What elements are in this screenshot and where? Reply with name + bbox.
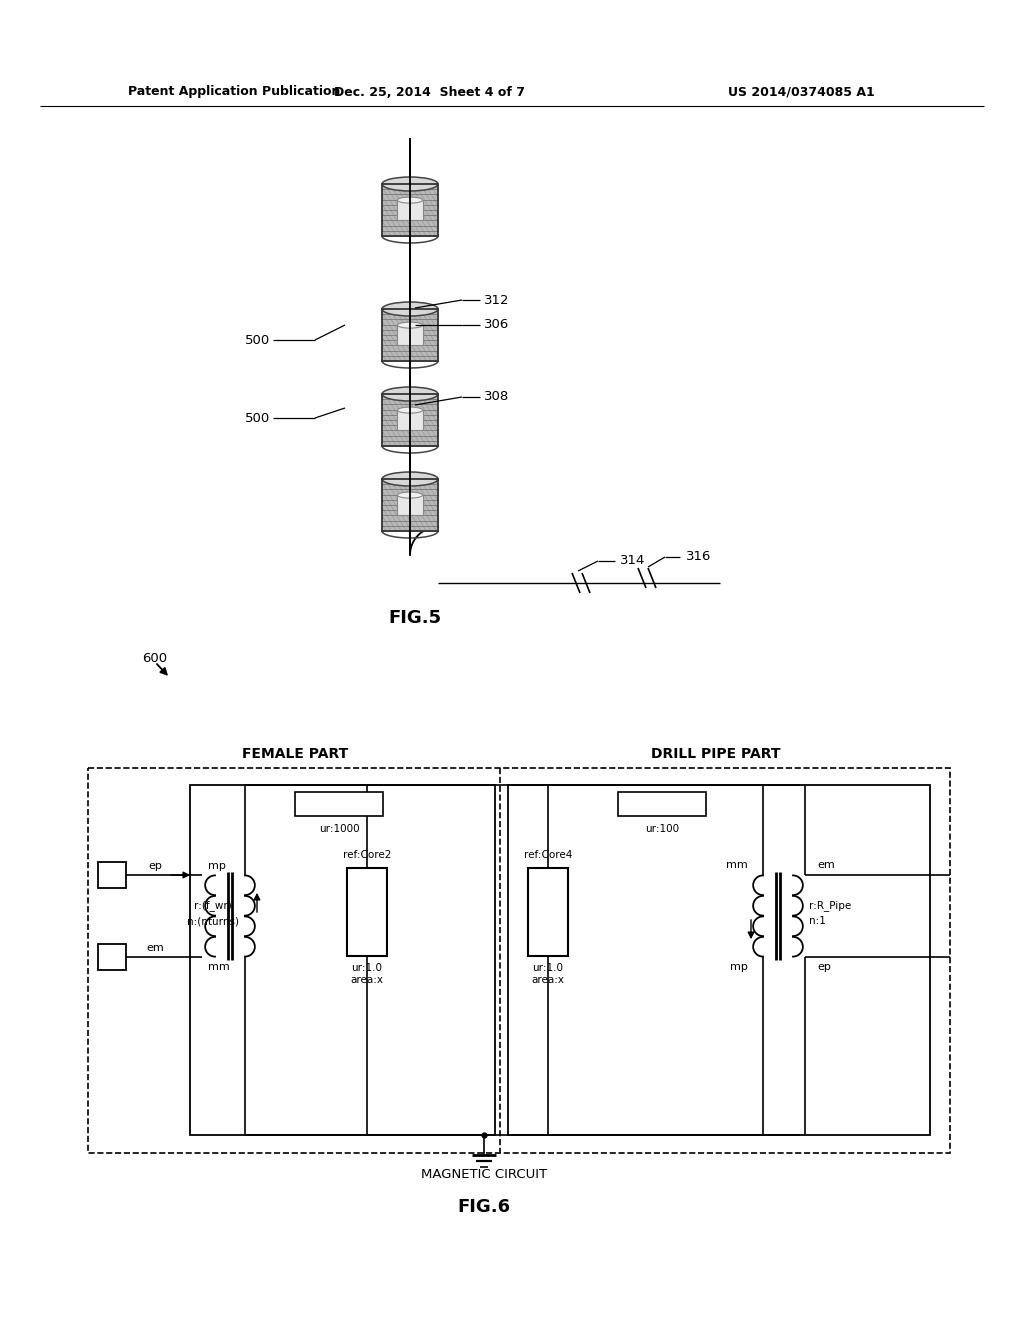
Text: mm: mm [726, 861, 748, 870]
Text: ref:Core5: ref:Core5 [638, 799, 686, 809]
Bar [397, 411, 423, 430]
Text: ref:Core1: ref:Core1 [314, 799, 364, 809]
Bar [98, 944, 126, 970]
Text: 306: 306 [484, 318, 509, 331]
Text: FIG.5: FIG.5 [388, 609, 441, 627]
Text: DRILL PIPE PART: DRILL PIPE PART [651, 747, 780, 762]
Text: ur:100: ur:100 [645, 824, 679, 834]
Text: FEMALE PART: FEMALE PART [242, 747, 348, 762]
Text: r:R_Pipe: r:R_Pipe [809, 900, 851, 911]
Text: ur:1000: ur:1000 [318, 824, 359, 834]
Text: 600: 600 [142, 652, 167, 664]
Text: 500: 500 [245, 334, 270, 346]
Bar [618, 792, 706, 816]
Text: mp: mp [730, 962, 748, 972]
Bar [397, 201, 423, 220]
Text: mp: mp [208, 861, 226, 871]
Bar [382, 393, 438, 446]
Bar [508, 785, 930, 1135]
Text: n:(nturns): n:(nturns) [187, 916, 239, 927]
Text: area:x: area:x [350, 975, 384, 985]
Ellipse shape [382, 473, 438, 486]
Bar [397, 495, 423, 515]
Text: f1: f1 [106, 869, 118, 882]
Bar [382, 393, 438, 446]
Bar [382, 309, 438, 360]
Bar [397, 325, 423, 345]
Text: 312: 312 [484, 293, 510, 306]
Ellipse shape [397, 407, 423, 413]
Text: area:x: area:x [531, 975, 564, 985]
Ellipse shape [397, 197, 423, 203]
Ellipse shape [382, 387, 438, 401]
Ellipse shape [397, 322, 423, 329]
Text: mm: mm [208, 962, 229, 972]
Bar [382, 309, 438, 360]
Bar [382, 183, 438, 236]
Text: ur:1.0: ur:1.0 [351, 964, 383, 973]
Bar [528, 869, 568, 956]
Bar [382, 479, 438, 531]
Text: 308: 308 [484, 391, 509, 404]
Ellipse shape [382, 177, 438, 191]
Text: ref:Core4: ref:Core4 [524, 850, 572, 861]
Text: FIG.6: FIG.6 [458, 1199, 511, 1216]
Bar [98, 862, 126, 888]
Ellipse shape [382, 302, 438, 315]
Text: ur:1.0: ur:1.0 [532, 964, 563, 973]
Bar [88, 768, 950, 1152]
Text: f2: f2 [106, 950, 118, 964]
Text: em: em [146, 942, 164, 953]
Text: ep: ep [148, 861, 162, 871]
Text: Dec. 25, 2014  Sheet 4 of 7: Dec. 25, 2014 Sheet 4 of 7 [335, 86, 525, 99]
Text: 314: 314 [620, 554, 645, 568]
Ellipse shape [397, 492, 423, 498]
Text: 316: 316 [686, 550, 712, 564]
Text: MAGNETIC CIRCUIT: MAGNETIC CIRCUIT [421, 1168, 547, 1181]
Text: Patent Application Publication: Patent Application Publication [128, 86, 340, 99]
Text: US 2014/0374085 A1: US 2014/0374085 A1 [728, 86, 874, 99]
Bar [190, 785, 495, 1135]
Text: n:1: n:1 [809, 916, 826, 927]
Bar [382, 183, 438, 236]
Text: ref:Core2: ref:Core2 [343, 850, 391, 861]
Bar [382, 479, 438, 531]
Text: ep: ep [817, 962, 830, 972]
Text: em: em [817, 861, 835, 870]
Text: r:(f_wr): r:(f_wr) [195, 900, 231, 911]
Bar [347, 869, 387, 956]
Bar [295, 792, 383, 816]
Text: 500: 500 [245, 412, 270, 425]
